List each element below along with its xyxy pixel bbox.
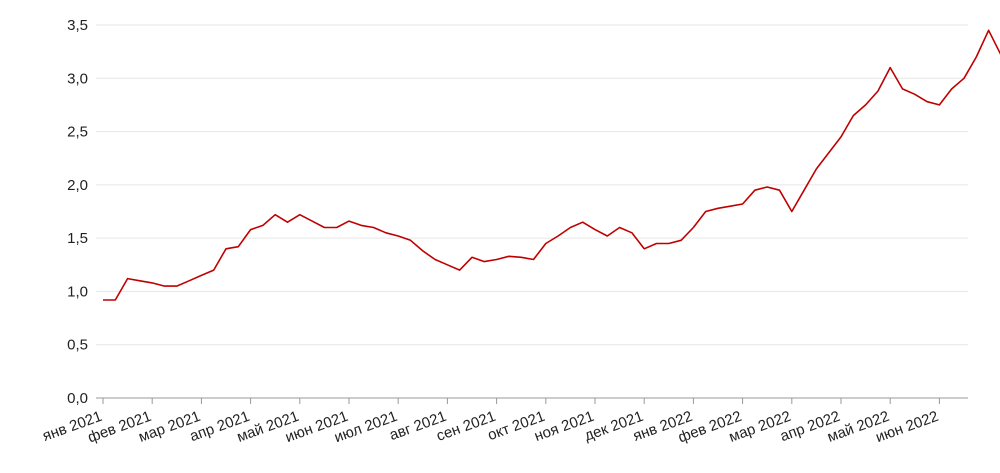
y-tick-label: 2,0 xyxy=(67,177,88,194)
line xyxy=(103,29,1000,301)
y-tick-label: 3,5 xyxy=(67,17,88,34)
y-tick-label: 2,5 xyxy=(67,124,88,141)
y-tick-label: 3,0 xyxy=(67,70,88,87)
y-tick-label: 0,0 xyxy=(67,390,88,407)
y-tick-label: 1,5 xyxy=(67,230,88,247)
y-tick-label: 1,0 xyxy=(67,283,88,300)
y-tick-label: 0,5 xyxy=(67,337,88,354)
